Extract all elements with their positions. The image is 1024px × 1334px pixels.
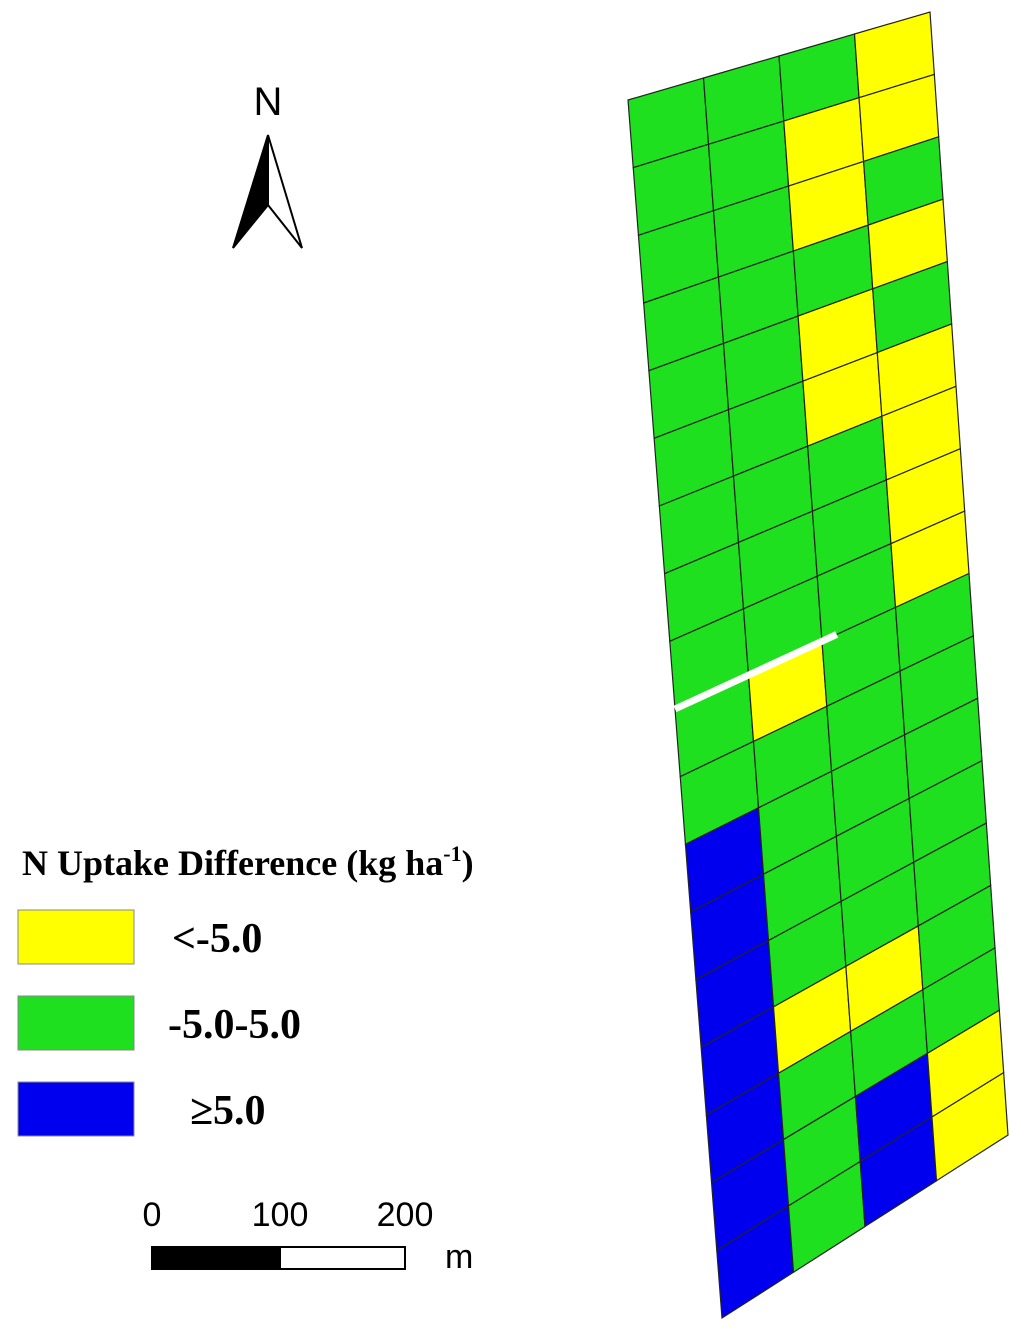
legend-swatch bbox=[17, 909, 135, 965]
legend-label: <-5.0 bbox=[172, 916, 262, 962]
scale-label: 100 bbox=[252, 1196, 309, 1234]
legend-title: N Uptake Difference (kg ha-1) bbox=[22, 841, 474, 883]
scale-bar-white bbox=[279, 1246, 406, 1270]
legend-title-sup: -1 bbox=[443, 841, 461, 866]
scale-unit: m bbox=[445, 1238, 473, 1276]
scale-label: 200 bbox=[377, 1196, 434, 1234]
legend-label: ≥5.0 bbox=[190, 1088, 266, 1134]
north-arrow-right bbox=[267, 134, 303, 249]
legend-title-main: N Uptake Difference (kg ha bbox=[22, 843, 443, 883]
field-road bbox=[673, 631, 839, 713]
field-cell bbox=[931, 1071, 1009, 1182]
legend-label: -5.0-5.0 bbox=[168, 1002, 301, 1048]
field-grid bbox=[627, 11, 1009, 1320]
legend-title-end: ) bbox=[462, 843, 474, 883]
scale-bar-black bbox=[151, 1246, 281, 1270]
scale-label: 0 bbox=[143, 1196, 162, 1234]
legend-swatch bbox=[17, 1081, 135, 1137]
north-label: N bbox=[254, 80, 283, 124]
legend-swatch bbox=[17, 995, 135, 1051]
